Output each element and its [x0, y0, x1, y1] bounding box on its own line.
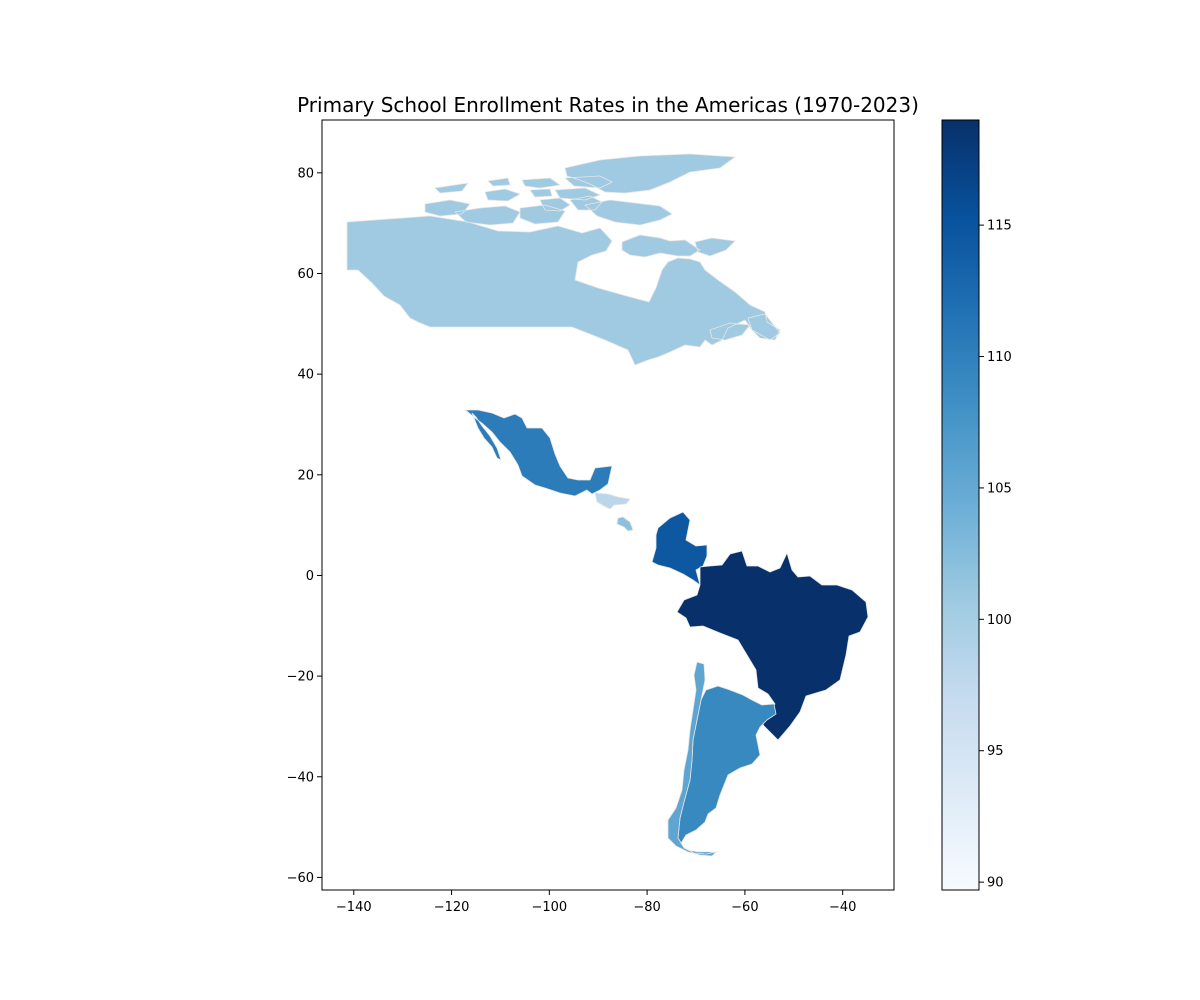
x-tick-label: −80 [633, 900, 660, 915]
colorbar-tick-label: 105 [987, 481, 1012, 496]
map-layer [346, 153, 869, 857]
x-tick-label: −120 [434, 900, 470, 915]
colorbar-tick-label: 90 [987, 876, 1004, 891]
region-mexico[interactable] [464, 409, 613, 497]
colorbar-tick-label: 110 [987, 350, 1012, 365]
colorbar: 90 95 100 105 110 115 [941, 119, 1012, 891]
plot-area-frame [321, 119, 895, 891]
y-tick-label: −20 [287, 670, 314, 685]
x-tick-label: −100 [531, 900, 567, 915]
y-axis: −60 −40 −20 0 20 40 60 80 [287, 166, 322, 886]
colorbar-tick-label: 95 [987, 744, 1004, 759]
y-tick-label: 60 [297, 267, 314, 282]
x-tick-label: −60 [731, 900, 758, 915]
colorbar-gradient [941, 119, 980, 891]
y-tick-label: 0 [306, 569, 314, 584]
colorbar-tick-label: 115 [987, 219, 1012, 234]
x-tick-label: −40 [829, 900, 856, 915]
region-honduras[interactable] [594, 492, 631, 510]
colorbar-ticks: 90 95 100 105 110 115 [979, 219, 1012, 891]
y-tick-label: 40 [297, 368, 314, 383]
chart-title: Primary School Enrollment Rates in the A… [297, 93, 919, 117]
region-canada[interactable] [346, 153, 781, 366]
y-tick-label: −40 [287, 770, 314, 785]
region-chile[interactable] [667, 661, 717, 857]
region-colombia[interactable] [651, 511, 708, 586]
x-tick-label: −140 [336, 900, 372, 915]
region-nicaragua[interactable] [616, 516, 634, 532]
region-brazil[interactable] [676, 550, 869, 741]
y-tick-label: −60 [287, 871, 314, 886]
y-tick-label: 80 [297, 166, 314, 181]
x-axis: −140 −120 −100 −80 −60 −40 [336, 890, 856, 915]
colorbar-tick-label: 100 [987, 613, 1012, 628]
y-tick-label: 20 [297, 468, 314, 483]
